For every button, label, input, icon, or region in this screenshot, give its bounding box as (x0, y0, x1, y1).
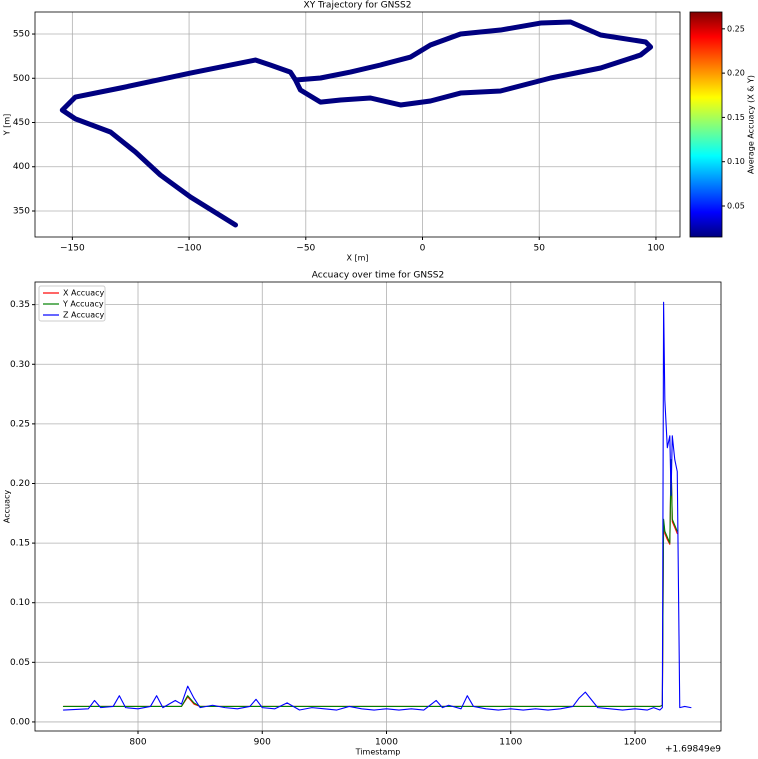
series-line (62, 301, 692, 711)
axes-frame (34, 281, 722, 732)
x-tick-label: 1100 (499, 738, 522, 748)
y-tick-label: 0.15 (10, 539, 30, 549)
x-offset-label: +1.69849e9 (665, 745, 721, 755)
colorbar-tick-label: 0.15 (727, 113, 745, 122)
y-tick-label: 0.00 (10, 717, 30, 727)
x-tick-label: −100 (177, 244, 202, 254)
x-tick-label: 100 (647, 244, 664, 254)
y-tick-label: 0.20 (10, 479, 30, 489)
y-tick-label: 450 (13, 118, 30, 128)
axes-frame (34, 11, 681, 238)
x-tick-label: 900 (254, 738, 271, 748)
legend-label: X Accuacy (63, 289, 105, 298)
y-tick-label: 550 (13, 30, 30, 40)
colorbar-tick-label: 0.10 (727, 157, 745, 166)
x-tick-label: −150 (60, 244, 85, 254)
legend-box (38, 285, 106, 322)
colorbar (689, 11, 723, 238)
x-axis-label: Timestamp (355, 748, 401, 757)
colorbar-label: Average Accuacy (X & Y) (747, 75, 756, 174)
x-tick-label: −50 (296, 244, 315, 254)
y-tick-label: 0.35 (10, 300, 30, 310)
x-axis-label: X [m] (346, 254, 368, 263)
y-tick-label: 500 (13, 74, 30, 84)
colorbar-tick-label: 0.05 (727, 201, 745, 210)
x-tick-label: 1000 (375, 738, 398, 748)
y-tick-label: 400 (13, 162, 30, 172)
trajectory (59, 19, 654, 228)
y-tick-label: 0.10 (10, 598, 30, 608)
legend-label: Z Accuacy (63, 311, 105, 320)
y-axis-label: Accuacy (3, 490, 12, 524)
colorbar-tick-label: 0.20 (727, 69, 745, 78)
x-tick-label: 0 (420, 244, 426, 254)
plot-area (35, 282, 721, 731)
plot-area (35, 12, 680, 237)
legend-label: Y Accuacy (62, 300, 104, 309)
chart-title: XY Trajectory for GNSS2 (304, 1, 412, 11)
series-line (62, 459, 678, 707)
y-tick-label: 350 (13, 206, 30, 216)
x-tick-label: 50 (534, 244, 546, 254)
x-tick-label: 800 (129, 738, 146, 748)
y-tick-label: 0.25 (10, 419, 30, 429)
colorbar-tick-label: 0.25 (727, 24, 745, 33)
y-tick-label: 0.05 (10, 658, 30, 668)
x-tick-label: 1200 (624, 738, 647, 748)
y-axis-label: Y [m] (3, 114, 12, 136)
chart-title: Accuacy over time for GNSS2 (312, 271, 444, 281)
y-tick-label: 0.30 (10, 360, 30, 370)
